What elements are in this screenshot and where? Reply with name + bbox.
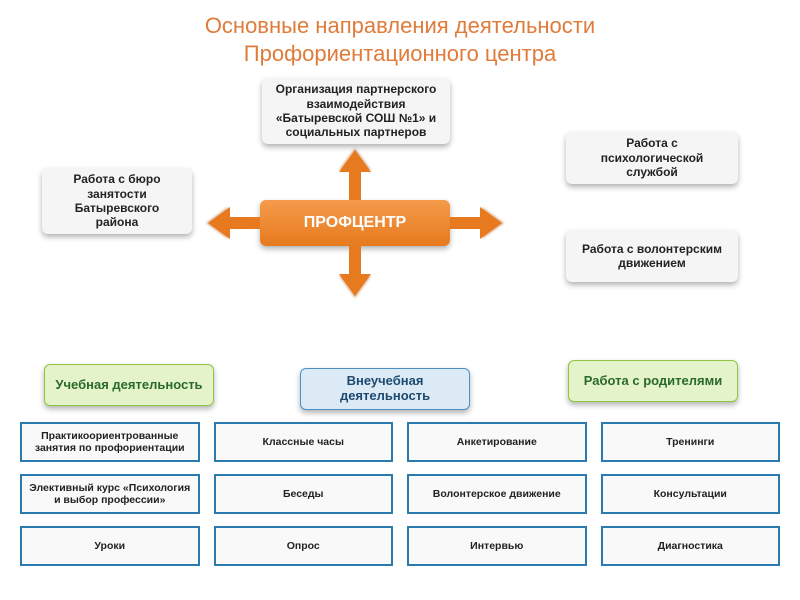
top-partnership-label: Организация партнерского взаимодействия … [272, 82, 440, 140]
grid-cell: Консультации [601, 474, 781, 514]
grid-cell: Элективный курс «Психология и выбор проф… [20, 474, 200, 514]
right-psych-label: Работа с психологической службой [576, 136, 728, 179]
left-employment-label: Работа с бюро занятости Батыревского рай… [52, 172, 182, 230]
grid-cell: Беседы [214, 474, 394, 514]
activities-grid: Практикоориентрованные занятия по профор… [20, 422, 780, 566]
grid-cell: Анкетирование [407, 422, 587, 462]
arrow-left-stem [228, 217, 260, 229]
arrow-right-icon [480, 207, 502, 239]
left-employment-box: Работа с бюро занятости Батыревского рай… [42, 168, 192, 234]
top-partnership-box: Организация партнерского взаимодействия … [262, 78, 450, 144]
right-volunteer-box: Работа с волонтерским движением [566, 230, 738, 282]
category-extracurricular-label: Внеучебная деятельность [309, 374, 461, 404]
category-parents-label: Работа с родителями [584, 374, 722, 389]
grid-cell: Диагностика [601, 526, 781, 566]
grid-cell: Интервью [407, 526, 587, 566]
grid-cell: Классные часы [214, 422, 394, 462]
grid-cell: Уроки [20, 526, 200, 566]
profcenter-box: ПРОФЦЕНТР [260, 200, 450, 246]
category-parents: Работа с родителями [568, 360, 738, 402]
grid-cell: Практикоориентрованные занятия по профор… [20, 422, 200, 462]
arrow-left-icon [208, 207, 230, 239]
title-line-2: Профориентационного центра [244, 41, 556, 66]
grid-cell: Опрос [214, 526, 394, 566]
category-educational-label: Учебная деятельность [55, 378, 202, 393]
category-extracurricular: Внеучебная деятельность [300, 368, 470, 410]
profcenter-label: ПРОФЦЕНТР [304, 214, 406, 232]
arrow-down-stem [349, 246, 361, 276]
grid-cell: Тренинги [601, 422, 781, 462]
category-educational: Учебная деятельность [44, 364, 214, 406]
arrow-right-stem [450, 217, 482, 229]
right-volunteer-label: Работа с волонтерским движением [576, 242, 728, 271]
title-line-1: Основные направления деятельности [205, 13, 595, 38]
arrow-up-icon [339, 150, 371, 172]
right-psych-box: Работа с психологической службой [566, 132, 738, 184]
arrow-down-icon [339, 274, 371, 296]
arrow-up-stem [349, 170, 361, 200]
slide-title: Основные направления деятельности Профор… [0, 0, 800, 67]
grid-cell: Волонтерское движение [407, 474, 587, 514]
